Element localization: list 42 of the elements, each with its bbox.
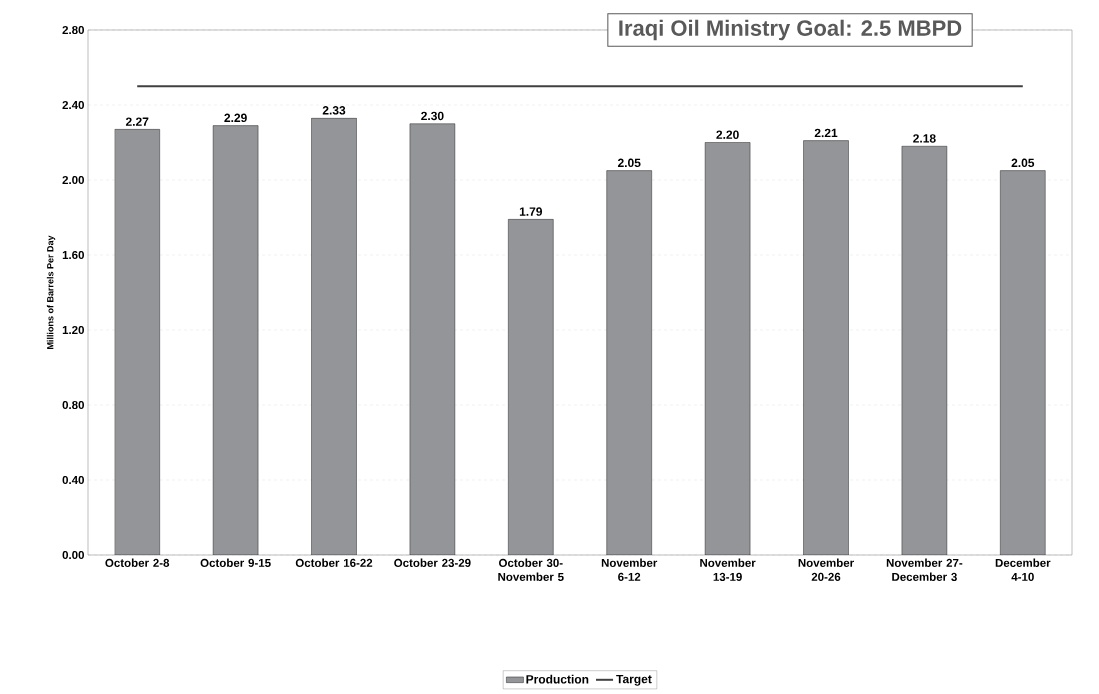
x-tick-label: October 2-8: [105, 558, 170, 567]
y-tick-label: 0.00: [62, 550, 84, 560]
y-tick-label: 0.40: [62, 475, 84, 485]
bar: [606, 170, 652, 555]
bar: [901, 146, 948, 555]
x-tick-label: November 20-26: [798, 558, 854, 581]
x-tick-label: October 23-29: [394, 558, 471, 567]
bar: [704, 142, 751, 555]
data-label: 2.05: [1011, 158, 1035, 168]
x-tick-label: October 9-15: [200, 558, 271, 567]
bar: [114, 129, 160, 555]
data-label: 2.27: [125, 117, 149, 126]
data-label: 2.30: [421, 111, 444, 121]
data-label: 2.05: [617, 158, 641, 168]
bar: [311, 117, 357, 555]
data-label: 2.29: [224, 113, 247, 123]
bar: [508, 219, 554, 555]
legend-label: Target: [616, 674, 652, 686]
y-tick-label: 1.60: [62, 250, 84, 260]
data-label: 2.18: [913, 134, 936, 143]
x-tick-label: November 13-19: [700, 558, 756, 581]
bar: [1000, 170, 1046, 555]
annotation: Iraqi Oil Ministry Goal: 2.5 MBPD: [619, 19, 962, 41]
x-tick-label: October 30-November 5: [498, 558, 564, 581]
x-tick-label: November 6-12: [601, 558, 658, 581]
x-tick-label: November 27-December 3: [886, 558, 963, 581]
data-label: 2.21: [814, 128, 838, 138]
y-tick-label: 2.40: [62, 100, 84, 110]
bar: [803, 140, 849, 555]
data-label: 2.33: [322, 106, 346, 115]
y-axis-title: Millions of Barrels Per Day: [46, 235, 56, 349]
y-tick-label: 1.20: [62, 325, 84, 335]
x-tick-label: December 4-10: [995, 558, 1051, 581]
bar: [212, 125, 259, 555]
y-tick-label: 2.80: [62, 25, 84, 35]
data-label: 2.20: [716, 130, 739, 139]
bar: [409, 123, 456, 555]
y-tick-label: 2.00: [62, 175, 84, 185]
y-tick-label: 0.80: [62, 400, 84, 410]
data-label: 1.79: [519, 207, 543, 216]
x-tick-label: October 16-22: [295, 558, 373, 567]
legend-label: Production: [526, 674, 589, 684]
